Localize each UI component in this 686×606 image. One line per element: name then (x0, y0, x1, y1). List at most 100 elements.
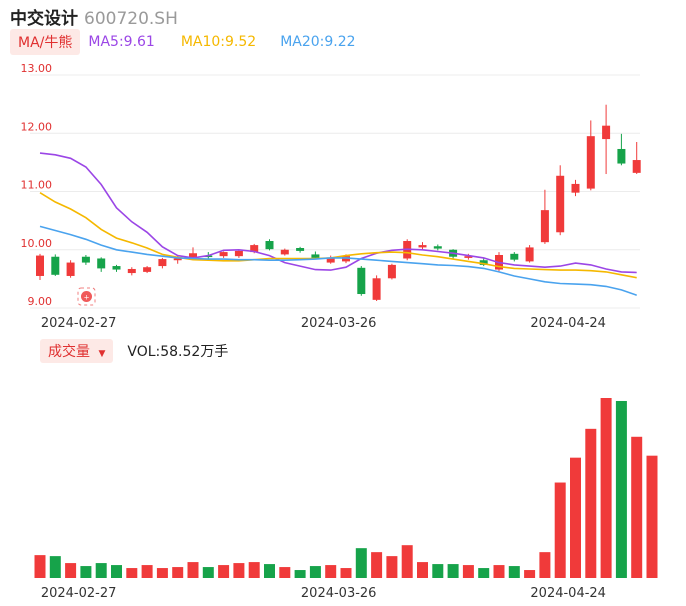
volume-bar[interactable] (462, 565, 474, 578)
volume-bar[interactable] (340, 568, 352, 578)
volume-bar[interactable] (646, 455, 658, 578)
volume-bar[interactable] (524, 570, 536, 578)
candle-body (433, 246, 442, 249)
volume-bar[interactable] (172, 567, 184, 578)
volume-bar[interactable] (233, 563, 245, 578)
volume-bar[interactable] (600, 398, 612, 578)
candle[interactable] (525, 245, 534, 263)
candle-body (219, 252, 228, 257)
candle[interactable] (326, 255, 335, 264)
volume-bar[interactable] (248, 562, 260, 578)
candle[interactable] (387, 263, 396, 280)
candle[interactable] (540, 189, 549, 244)
volume-bar[interactable] (615, 400, 627, 578)
volume-bar[interactable] (202, 567, 214, 578)
volume-indicator-row: 成交量 ▼ VOL:58.52万手 (40, 339, 228, 363)
candle-body (617, 148, 626, 164)
volume-bar[interactable] (478, 568, 490, 578)
candle[interactable] (143, 266, 152, 274)
volume-bar[interactable] (126, 568, 138, 578)
candle[interactable] (112, 264, 121, 272)
candle[interactable] (632, 141, 641, 175)
volume-bar[interactable] (447, 564, 459, 578)
candle-body (556, 175, 565, 233)
candle[interactable] (66, 260, 75, 278)
candle[interactable] (479, 257, 488, 267)
candle-body (510, 253, 519, 260)
volume-bar[interactable] (493, 565, 505, 578)
candle[interactable] (586, 120, 595, 191)
candle[interactable] (372, 275, 381, 302)
candle[interactable] (556, 165, 565, 236)
candle[interactable] (357, 266, 366, 296)
candle[interactable] (418, 242, 427, 250)
candle-body (342, 256, 350, 262)
candle-body (51, 256, 60, 275)
candle[interactable] (36, 253, 44, 281)
candle[interactable] (571, 179, 580, 197)
volume-bar[interactable] (34, 555, 46, 578)
candle-body (586, 136, 595, 189)
volume-bar[interactable] (156, 568, 168, 578)
volume-bar[interactable] (95, 563, 107, 578)
price-tick-label: 11.00 (21, 179, 53, 192)
candle[interactable] (219, 251, 228, 258)
candle-body (112, 266, 121, 270)
candle[interactable] (280, 248, 289, 256)
volume-bar[interactable] (294, 570, 306, 578)
volume-date-tick-label: 2024-03-26 (301, 586, 377, 601)
volume-bar[interactable] (80, 566, 92, 578)
candle[interactable] (265, 239, 274, 251)
candle[interactable] (97, 257, 106, 272)
candle-body (387, 264, 396, 279)
candle[interactable] (234, 250, 243, 258)
candle[interactable] (617, 133, 626, 166)
volume-bar[interactable] (508, 566, 520, 578)
indicator-selector-button[interactable]: MA/牛熊 (10, 29, 81, 55)
volume-date-ticks: 2024-02-27 2024-03-26 2024-04-24 (41, 586, 606, 601)
candle-body (250, 245, 259, 253)
volume-bar[interactable] (187, 562, 199, 578)
candle[interactable] (433, 244, 442, 251)
candle[interactable] (510, 252, 519, 262)
moving-average-lines (39, 152, 637, 296)
volume-bar[interactable] (585, 428, 597, 578)
volume-bar[interactable] (218, 565, 230, 578)
candle[interactable] (51, 254, 60, 276)
candle-body (540, 210, 549, 243)
candle[interactable] (296, 246, 305, 253)
candle[interactable] (127, 267, 136, 276)
candle-body (372, 278, 381, 300)
volume-bar[interactable] (141, 565, 153, 578)
volume-bar[interactable] (432, 564, 444, 578)
price-grid (30, 74, 640, 309)
volume-bar[interactable] (554, 482, 566, 578)
volume-bar[interactable] (325, 565, 337, 578)
volume-bar[interactable] (264, 564, 275, 578)
candle-body (571, 183, 580, 193)
volume-selector-button[interactable]: 成交量 ▼ (40, 339, 114, 363)
volume-bar[interactable] (355, 548, 367, 578)
candles (36, 104, 641, 302)
volume-bar[interactable] (279, 567, 291, 578)
volume-bar[interactable] (631, 436, 643, 578)
candle-body (326, 257, 335, 263)
candle[interactable] (158, 257, 167, 269)
volume-bar[interactable] (111, 565, 122, 578)
volume-bar[interactable] (570, 457, 581, 578)
candle-body (357, 267, 366, 295)
candle[interactable] (602, 104, 611, 175)
volume-bar[interactable] (417, 562, 428, 578)
volume-bar[interactable] (65, 563, 77, 578)
volume-bar[interactable] (539, 552, 551, 578)
volume-bar[interactable] (371, 552, 383, 578)
candle[interactable] (81, 254, 90, 265)
candle-body (525, 247, 534, 262)
candle[interactable] (189, 247, 197, 259)
volume-bar[interactable] (309, 566, 321, 578)
volume-bar[interactable] (49, 556, 61, 578)
volume-bar[interactable] (401, 545, 413, 578)
volume-bar[interactable] (386, 556, 398, 578)
event-marker-icon[interactable]: + (77, 287, 96, 306)
